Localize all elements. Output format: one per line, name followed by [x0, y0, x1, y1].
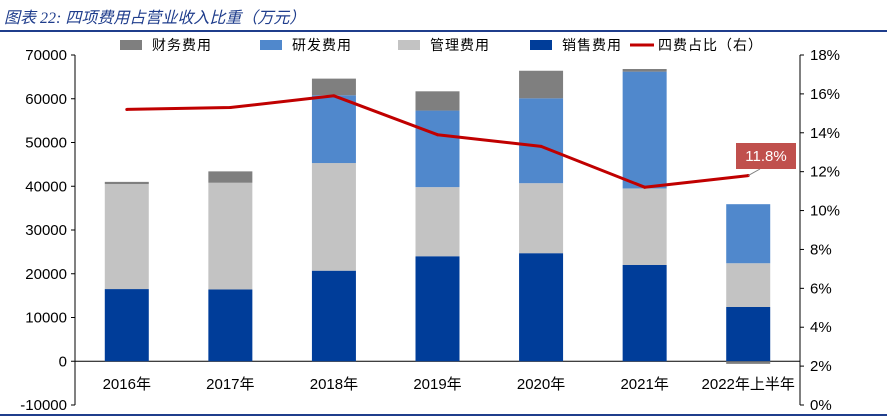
y2-tick-label: 8%	[810, 241, 832, 258]
ratio-line	[125, 94, 750, 189]
y-tick-label: 60000	[25, 91, 67, 108]
legend-label: 财务费用	[152, 37, 212, 53]
y2-tick-label: 16%	[810, 86, 840, 103]
callout-leader	[747, 168, 761, 176]
bar-segment	[104, 289, 149, 362]
ratio-line-point	[228, 106, 232, 109]
bar-segment	[519, 183, 564, 254]
bar-segment	[622, 188, 667, 265]
legend-label: 管理费用	[430, 37, 490, 53]
x-tick-label: 2021年	[620, 376, 668, 393]
bar-segment	[311, 95, 356, 164]
y-tick-label: 30000	[25, 222, 67, 239]
ratio-line-point	[332, 94, 336, 98]
bar-segment	[311, 78, 356, 96]
y2-tick-label: 4%	[810, 319, 832, 336]
bar-segment	[726, 361, 771, 364]
bar-segment	[415, 110, 460, 188]
bar-segment	[415, 256, 460, 362]
legend-swatch	[398, 40, 420, 50]
y-tick-label: 40000	[25, 178, 67, 195]
x-tick-label: 2018年	[310, 376, 358, 393]
bar-segment	[519, 253, 564, 362]
bar-segment	[104, 184, 149, 290]
bottom-rule	[0, 414, 887, 416]
bar-segment	[622, 71, 667, 189]
bar-segment	[208, 182, 253, 290]
bar-segment	[519, 98, 564, 184]
x-tick-label: 2020年	[517, 376, 565, 393]
bar-segment	[415, 187, 460, 257]
y-tick-label: 0	[59, 353, 67, 370]
callout-label: 11.8%	[745, 148, 786, 165]
x-tick-label: 2019年	[413, 376, 461, 393]
y2-tick-label: 12%	[810, 164, 840, 181]
y2-tick-label: 18%	[810, 47, 840, 64]
bar-segment	[726, 263, 771, 307]
bar-segment	[622, 265, 667, 362]
legend: 财务费用 研发费用 管理费用 销售费用 四费占比（右）	[120, 37, 763, 53]
caption-rule	[0, 30, 887, 32]
y-tick-label: 10000	[25, 310, 67, 327]
y-tick-label: 50000	[25, 135, 67, 152]
x-tick-label: 2016年	[103, 376, 151, 393]
y2-tick-label: 14%	[810, 125, 840, 142]
bar-segment	[415, 91, 460, 111]
y-tick-label: 20000	[25, 266, 67, 283]
bar-segment	[311, 270, 356, 362]
bars	[104, 69, 771, 364]
axes: 70000 60000 50000 40000 30000 20000 10000 0 -100…	[20, 47, 840, 414]
legend-swatch	[120, 40, 142, 50]
callout: 11.8%	[736, 143, 796, 176]
y-tick-label: 70000	[25, 47, 67, 64]
bar-segment	[208, 289, 253, 362]
x-tick-label: 2017年	[206, 376, 254, 393]
y2-tick-label: 0%	[810, 397, 832, 414]
x-tick-label: 2022年上半年	[702, 376, 795, 393]
y-tick-label: -10000	[20, 397, 67, 414]
bar-segment	[726, 307, 771, 362]
legend-label: 研发费用	[292, 37, 352, 53]
legend-swatch	[530, 40, 552, 50]
bar-segment	[104, 181, 149, 185]
bar-segment	[726, 204, 771, 264]
bar-segment	[519, 70, 564, 99]
ratio-line-point	[125, 107, 129, 111]
ratio-line-point	[436, 133, 439, 137]
ratio-line-point	[643, 185, 647, 189]
callout-box	[736, 143, 796, 169]
ratio-line-point	[539, 144, 543, 148]
bar-segment	[622, 69, 667, 72]
legend-label: 销售费用	[562, 37, 622, 53]
y2-tick-label: 10%	[810, 203, 840, 220]
bar-segment	[208, 171, 253, 183]
legend-swatch	[260, 40, 282, 50]
legend-label: 四费占比（右）	[658, 37, 763, 53]
y2-tick-label: 6%	[810, 280, 832, 297]
figure-caption: 图表 22: 四项费用占营业收入比重（万元）	[4, 10, 306, 27]
bar-segment	[311, 163, 356, 271]
y2-tick-label: 2%	[810, 358, 832, 375]
